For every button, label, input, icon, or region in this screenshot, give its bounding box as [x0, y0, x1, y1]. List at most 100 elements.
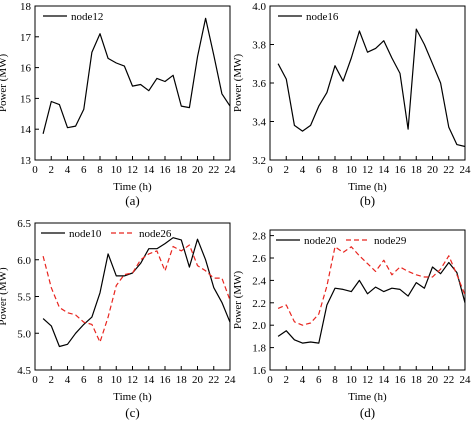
y-tick-label: 5.0	[17, 328, 31, 340]
legend-label: node16	[306, 11, 339, 23]
y-tick-label: 3.8	[252, 40, 266, 52]
legend: node10 node26	[41, 228, 172, 240]
x-tick-label: 20	[427, 164, 439, 176]
x-tick-label: 22	[443, 374, 454, 386]
x-tick-label: 6	[81, 374, 87, 386]
x-tick-label: 18	[411, 164, 423, 176]
x-tick-label: 4	[65, 374, 71, 386]
x-tick-label: 0	[267, 164, 273, 176]
x-tick-label: 16	[160, 164, 172, 176]
x-tick-label: 10	[111, 164, 123, 176]
x-tick-label: 6	[81, 164, 87, 176]
x-tick-label: 8	[97, 164, 103, 176]
chart-panel-c: 0 2 4 6 8 10 12 14 16 18 20 22 244.55.05.56.06.5Time…	[0, 218, 236, 420]
x-tick-label: 22	[208, 374, 219, 386]
y-tick-label: 2.2	[252, 298, 266, 310]
y-tick-label: 2.6	[252, 253, 266, 265]
plot-frame	[269, 5, 466, 161]
y-tick-label: 2.4	[252, 275, 266, 287]
panel-caption: (d)	[360, 405, 375, 420]
legend-label: node29	[374, 235, 407, 247]
x-tick-label: 16	[395, 164, 407, 176]
x-tick-label: 12	[362, 164, 373, 176]
y-axis-label: Power (MW)	[0, 267, 9, 326]
y-axis-label: Power (MW)	[232, 53, 244, 112]
x-tick-label: 20	[427, 374, 439, 386]
y-tick-label: 3.6	[252, 78, 266, 90]
x-axis-label: Time (h)	[113, 181, 152, 193]
y-tick-label: 17	[20, 32, 32, 44]
y-tick-label: 2.0	[252, 320, 266, 332]
y-tick-label: 6.5	[17, 218, 31, 230]
x-tick-label: 18	[176, 374, 188, 386]
x-tick-label: 14	[143, 374, 155, 386]
x-tick-label: 2	[49, 164, 55, 176]
x-tick-label: 2	[284, 374, 290, 386]
legend-label: node12	[71, 11, 103, 23]
x-tick-label: 2	[284, 164, 290, 176]
series-line-node16	[277, 28, 466, 148]
series-line-node29	[277, 246, 466, 326]
plot-frame	[269, 229, 466, 371]
legend-label: node20	[304, 235, 337, 247]
x-tick-label: 0	[32, 164, 38, 176]
x-axis-label: Time (h)	[348, 181, 387, 193]
panel-caption: (c)	[125, 405, 139, 420]
x-tick-label: 4	[300, 164, 306, 176]
x-tick-label: 8	[332, 164, 338, 176]
x-tick-label: 24	[225, 374, 237, 386]
y-tick-label: 14	[20, 124, 32, 136]
x-axis-label: Time (h)	[348, 391, 387, 403]
x-tick-label: 12	[362, 374, 373, 386]
y-tick-label: 3.2	[252, 155, 266, 167]
series-line-node10	[42, 237, 231, 348]
x-tick-label: 6	[316, 164, 322, 176]
chart-panel-d: 0 2 4 6 8 10 12 14 16 18 20 22 241.61.82.02.22.42.62…	[232, 229, 472, 420]
y-axis-label: Power (MW)	[0, 53, 9, 112]
y-tick-label: 4.5	[17, 365, 31, 377]
x-tick-label: 24	[460, 164, 472, 176]
x-tick-label: 18	[411, 374, 423, 386]
y-tick-label: 5.5	[17, 292, 31, 304]
legend: node12	[43, 11, 103, 23]
x-tick-label: 18	[176, 164, 188, 176]
x-tick-label: 22	[443, 164, 454, 176]
x-tick-label: 14	[378, 164, 390, 176]
y-tick-label: 15	[20, 93, 32, 105]
x-tick-label: 14	[143, 164, 155, 176]
x-tick-label: 10	[346, 374, 358, 386]
y-tick-label: 1.6	[252, 365, 266, 377]
x-tick-label: 4	[65, 164, 71, 176]
plot-frame	[34, 5, 231, 161]
y-tick-label: 3.4	[252, 117, 266, 129]
x-tick-label: 0	[267, 374, 273, 386]
y-tick-label: 13	[20, 155, 32, 167]
legend: node16	[278, 11, 339, 23]
y-tick-label: 2.8	[252, 231, 266, 243]
y-tick-label: 4.0	[252, 1, 266, 13]
y-tick-label: 6.0	[17, 255, 31, 267]
x-tick-label: 8	[97, 374, 103, 386]
legend-label: node26	[139, 228, 172, 240]
panel-caption: (b)	[360, 193, 375, 208]
series-line-node20	[277, 261, 466, 344]
x-tick-label: 16	[160, 374, 172, 386]
series-line-node26	[42, 244, 231, 343]
x-tick-label: 6	[316, 374, 322, 386]
chart-panel-b: 0 2 4 6 8 10 12 14 16 18 20 22 243.23.43.63.84.0Time…	[232, 1, 471, 208]
x-tick-label: 22	[208, 164, 219, 176]
x-tick-label: 10	[111, 374, 123, 386]
x-tick-label: 0	[32, 374, 38, 386]
x-axis-label: Time (h)	[113, 391, 152, 403]
series-line-node12	[42, 17, 231, 134]
x-tick-label: 24	[460, 374, 472, 386]
legend: node20 node29	[276, 235, 407, 247]
x-tick-label: 20	[192, 164, 204, 176]
legend-label: node10	[69, 228, 102, 240]
x-tick-label: 20	[192, 374, 204, 386]
x-tick-label: 16	[395, 374, 407, 386]
x-tick-label: 2	[49, 374, 55, 386]
x-tick-label: 14	[378, 374, 390, 386]
